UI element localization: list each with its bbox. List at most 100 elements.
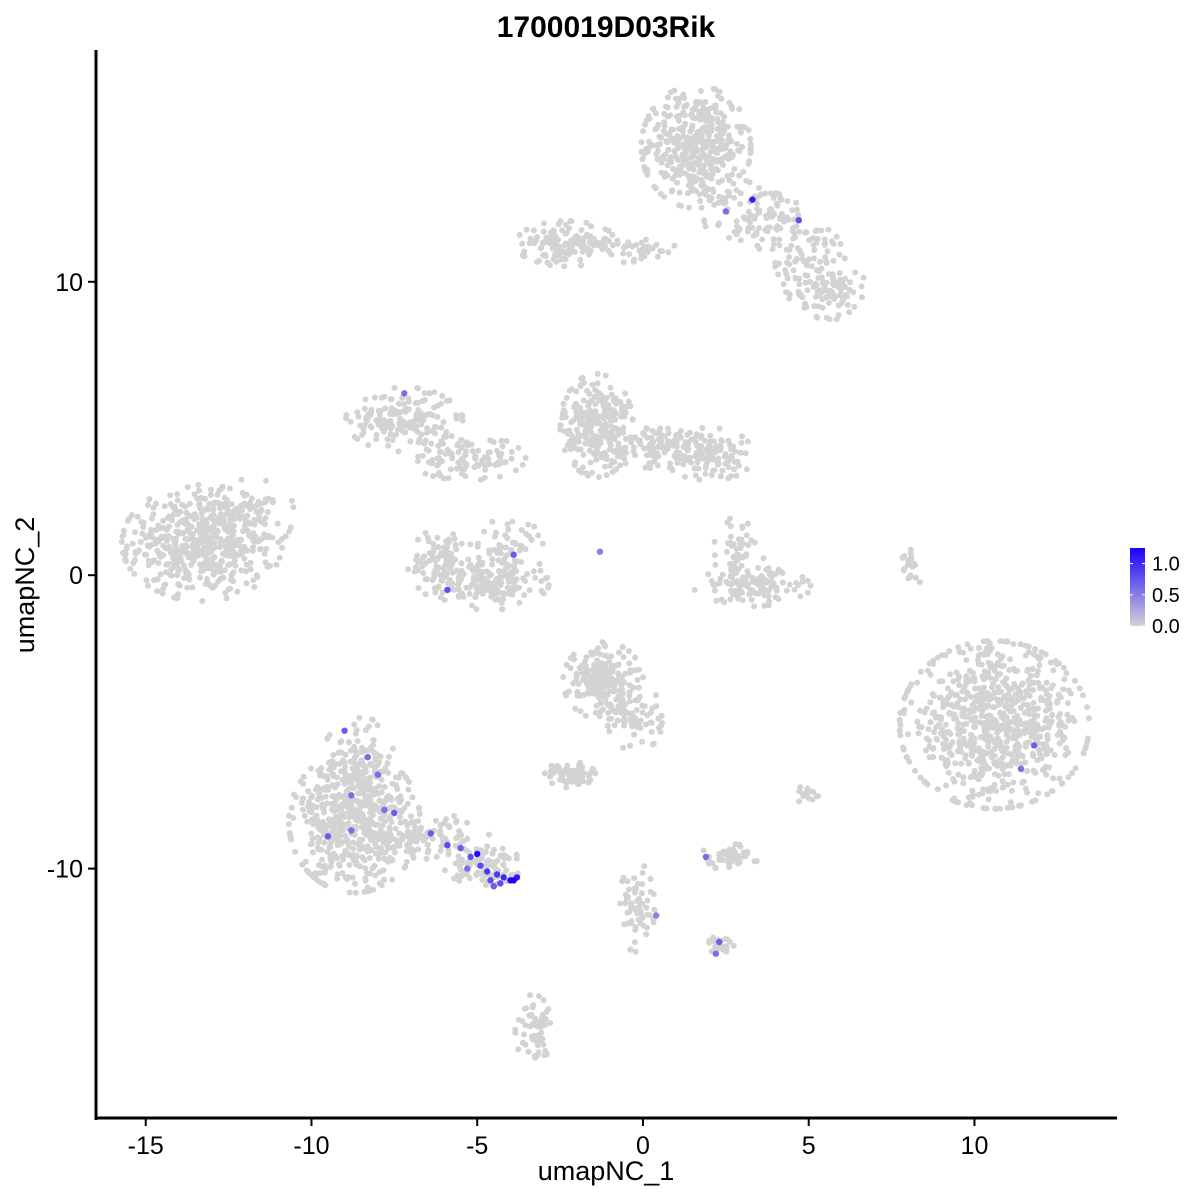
cell-point: [186, 576, 193, 583]
cell-point: [196, 487, 202, 494]
cell-point: [685, 204, 692, 211]
cell-point: [385, 769, 392, 776]
cell-point: [1038, 694, 1045, 701]
cell-point: [904, 754, 910, 761]
cell-point: [620, 428, 627, 435]
cell-point: [392, 849, 398, 856]
cell-point: [1063, 745, 1070, 752]
cell-point: [652, 126, 659, 133]
cell-point: [740, 578, 747, 585]
cell-point: [365, 723, 372, 730]
cell-point: [1025, 677, 1032, 684]
cell-point: [455, 449, 462, 456]
cell-point: [131, 570, 138, 577]
cell-point: [251, 517, 258, 523]
cell-point: [467, 541, 474, 548]
cell-point: [838, 291, 845, 298]
cell-point: [954, 725, 961, 732]
cell-point: [1056, 660, 1062, 667]
cell-point: [659, 720, 665, 726]
cell-point: [540, 590, 547, 597]
cell-point: [475, 869, 481, 876]
cell-point: [808, 263, 815, 270]
cell-point: [194, 527, 200, 534]
cell-point: [334, 871, 341, 878]
cell-point: [730, 541, 737, 548]
cell-point: [305, 788, 312, 795]
cell-point: [960, 780, 967, 787]
cell-point: [398, 808, 405, 815]
cell-point: [243, 491, 250, 498]
cell-point: [760, 555, 767, 562]
cell-point: [823, 279, 830, 286]
cell-point: [535, 532, 542, 539]
cell-point: [956, 738, 963, 745]
cell-point: [577, 446, 584, 453]
cell-point: [1002, 713, 1009, 720]
cell-point: [912, 767, 918, 774]
cell-point: [560, 674, 567, 680]
cell-point: [712, 148, 719, 155]
cell-point: [372, 872, 379, 879]
cell-point: [631, 256, 638, 263]
cell-point: [405, 398, 412, 405]
cell-point: [741, 124, 748, 131]
cell-point: [417, 558, 424, 565]
cell-point: [930, 657, 937, 664]
cell-point: [701, 217, 708, 224]
cell-point: [384, 436, 391, 443]
cell-point: [597, 662, 603, 669]
cell-point: [370, 837, 377, 844]
cell-point: [944, 757, 951, 764]
cell-point: [260, 534, 267, 541]
cell-point: [567, 665, 574, 672]
cell-point: [308, 841, 315, 847]
cell-point: [716, 580, 723, 587]
cell-point: [435, 584, 442, 591]
cell-point: [404, 842, 410, 849]
cell-point: [412, 837, 419, 844]
cell-point: [673, 113, 680, 120]
cell-point: [420, 554, 427, 561]
cell-point: [899, 554, 906, 561]
cell-point: [721, 200, 727, 207]
cell-point: [399, 770, 406, 777]
cell-point: [485, 456, 492, 463]
cell-point: [593, 412, 600, 419]
cell-point: [325, 759, 332, 766]
cell-point: [408, 838, 415, 845]
cell-point: [460, 870, 467, 877]
cell-point: [419, 416, 426, 423]
cell-point: [604, 691, 611, 698]
cell-point: [702, 437, 709, 444]
cell-point: [440, 419, 447, 426]
cell-point: [749, 587, 756, 594]
cell-point: [198, 506, 205, 513]
cell-point: [556, 767, 563, 774]
cell-point: [668, 188, 675, 195]
cell-point: [527, 992, 534, 999]
cell-point: [330, 752, 337, 758]
cell-point: [231, 515, 238, 522]
cell-point: [1046, 703, 1053, 710]
cell-point: [992, 722, 999, 729]
cell-point: [570, 680, 577, 687]
cell-point: [1064, 711, 1071, 718]
cell-point: [432, 424, 439, 431]
cell-point: [647, 446, 654, 453]
cell-point: [573, 400, 579, 407]
cell-point: [1065, 774, 1072, 781]
cell-point: [923, 747, 929, 754]
cell-point: [650, 105, 657, 112]
cell-point: [1082, 745, 1089, 752]
cell-point: [445, 851, 452, 858]
cell-point: [526, 240, 533, 247]
cell-point: [369, 830, 376, 837]
cell-point: [975, 685, 982, 692]
cell-point: [312, 870, 319, 877]
cell-point: [687, 183, 694, 190]
cell-point: [174, 491, 181, 498]
cell-point: [352, 730, 359, 737]
cell-point: [222, 590, 229, 596]
cell-point: [163, 569, 170, 576]
